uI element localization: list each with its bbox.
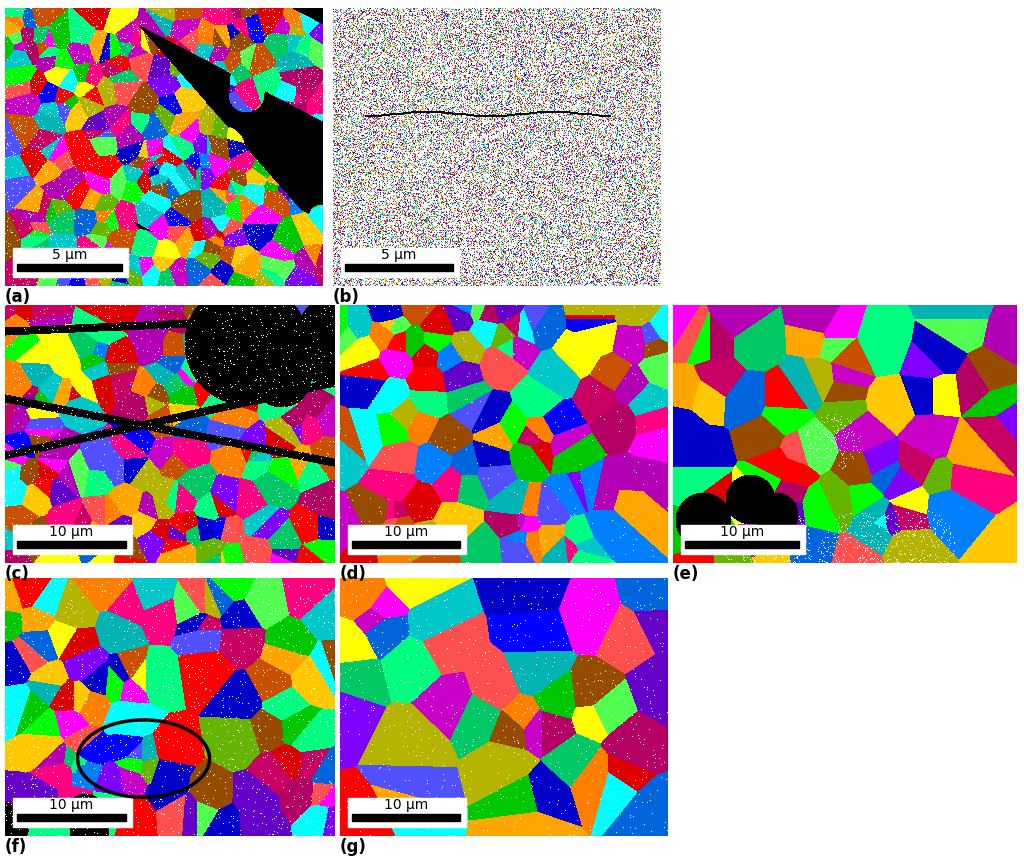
Bar [341,248,459,277]
Bar [13,798,132,827]
Text: (a): (a) [5,288,31,306]
Text: 5 μm: 5 μm [381,248,417,262]
Bar [352,814,460,821]
Text: (e): (e) [673,565,699,583]
Bar [17,814,126,821]
Text: (d): (d) [340,565,367,583]
Text: 10 μm: 10 μm [720,525,764,539]
Bar [345,264,454,271]
Text: (b): (b) [333,288,359,306]
Bar [13,248,128,277]
Bar [685,541,799,548]
Text: 10 μm: 10 μm [384,525,428,539]
Bar [352,541,460,548]
Text: (f): (f) [5,838,28,856]
Text: (g): (g) [340,838,367,856]
Text: 10 μm: 10 μm [49,525,93,539]
Bar [348,525,466,554]
Text: 10 μm: 10 μm [384,798,428,812]
Bar [348,798,466,827]
Bar [17,541,126,548]
Text: (c): (c) [5,565,30,583]
Bar [681,525,805,554]
Bar [17,264,122,271]
Text: 10 μm: 10 μm [49,798,93,812]
Bar [13,525,132,554]
Text: 5 μm: 5 μm [52,248,87,262]
